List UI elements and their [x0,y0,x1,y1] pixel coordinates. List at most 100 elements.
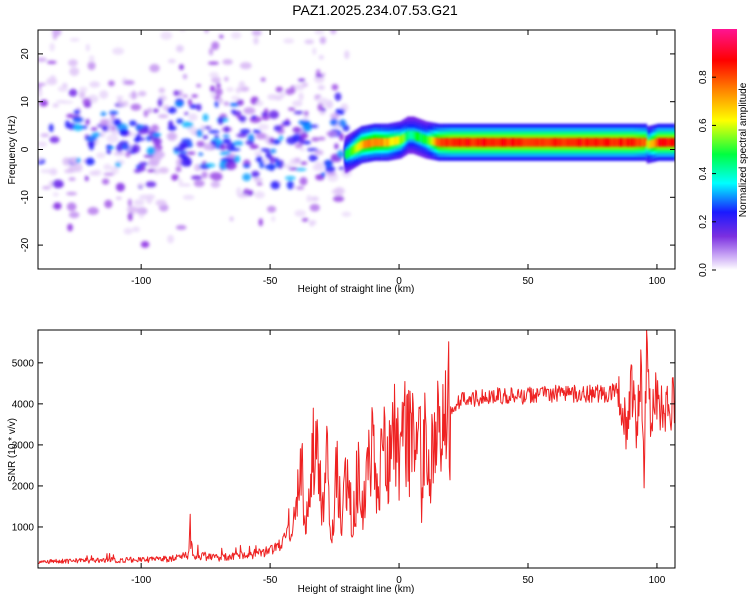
spectral-blob [224,126,230,133]
ridge-layer [344,130,675,159]
spectral-blob [114,161,122,168]
spectral-blob [306,194,312,203]
spectral-blob [337,149,346,158]
spectral-blob [236,133,248,138]
spectral-blob [317,85,325,90]
spectral-blob [129,120,137,127]
spectral-blob [157,98,163,107]
spectral-blob [69,37,80,42]
spectral-blob [259,160,265,169]
spectral-blob [116,95,124,100]
x-tick-label: 100 [649,575,666,586]
ridge-cell [381,138,385,147]
spectral-blob [251,170,260,178]
spectral-blob [160,31,173,40]
spectral-blob [149,64,160,73]
ridge-cell [473,138,478,147]
spectral-blob [113,151,125,156]
spectral-blob [178,89,183,98]
spectral-blob [173,90,180,97]
spectral-blob [175,101,184,107]
spectral-blob [178,64,184,71]
ridge-cell [355,143,359,153]
y-tick-label: 20 [20,48,31,60]
spectral-blob [224,76,229,82]
spectral-blob [127,198,133,207]
ridge-cell [644,138,648,147]
ridge-cell [597,138,601,147]
spectral-blob [255,132,267,140]
spectral-blob [247,134,255,143]
spectral-blob [39,99,48,107]
ridge-cell [623,138,627,147]
ridge-cell [540,138,545,147]
y-tick-label: -10 [20,190,31,205]
ridge-cell [561,138,565,147]
spectral-blob [40,169,46,174]
spectral-blob [147,168,156,173]
ridge-cell [450,138,454,147]
ridge-cell [512,138,516,147]
x-tick-label: 50 [522,276,534,287]
spectral-blob [112,118,121,126]
spectral-blob [136,207,148,215]
ridge-cell [368,138,372,148]
spectral-blob [85,43,90,52]
spectral-blob [52,192,59,197]
spectral-blob [145,130,157,134]
x-tick-label: 0 [396,575,402,586]
ridge-cell [378,138,382,147]
x-tick-label: -100 [131,276,151,287]
spectral-blob [293,110,304,115]
colorbar-label: Normalized spectral amplitude [738,82,749,217]
spectral-blob [175,44,184,53]
ridge-cell [631,138,635,147]
spectral-blob [315,74,324,78]
x-tick-label: 50 [522,575,534,586]
spectral-blob [203,126,212,130]
spectral-blob [123,227,133,235]
spectral-blob [167,106,177,114]
spectral-blob [140,241,150,248]
spectral-blob [210,181,221,188]
spectral-blob [52,103,59,108]
spectral-blob [38,82,47,86]
spectral-blob [264,163,277,171]
spectral-blob [85,135,98,142]
spectral-blob [180,183,192,187]
spectral-blob [255,155,263,163]
spectral-blob [304,39,315,45]
spectral-blob [306,148,319,152]
spectral-blob [284,176,296,181]
spectral-blob [202,134,208,140]
spectral-blob [108,110,119,116]
spectral-blob [275,86,283,93]
spectral-blob [134,136,141,143]
spectral-blob [225,161,237,170]
spectral-blob [89,81,101,88]
spectral-blob [99,90,109,99]
ridge-cell [613,138,617,147]
ridge-cell [437,138,441,147]
spectral-blob [96,152,106,159]
spectral-blob [331,83,339,91]
ridge-cell [491,138,496,147]
spectral-blob [251,115,257,120]
spectral-blob [238,80,246,89]
spectral-blob [339,133,345,142]
ridge-cell [672,138,675,147]
ridge-cell [641,138,645,147]
ridge-cell [515,138,519,147]
spectral-blob [204,30,210,34]
spectral-blob [62,82,68,88]
ridge-cell [466,138,470,147]
ridge-cell [626,138,630,147]
spectral-blob [109,166,119,171]
y-tick-label: 4000 [12,399,35,410]
spectral-blob [270,180,281,190]
spectral-blob [38,141,48,148]
ridge-cell [589,138,594,147]
spectral-blob [294,157,301,163]
y-tick-label: 10 [20,96,31,108]
spectral-blob [334,143,339,150]
